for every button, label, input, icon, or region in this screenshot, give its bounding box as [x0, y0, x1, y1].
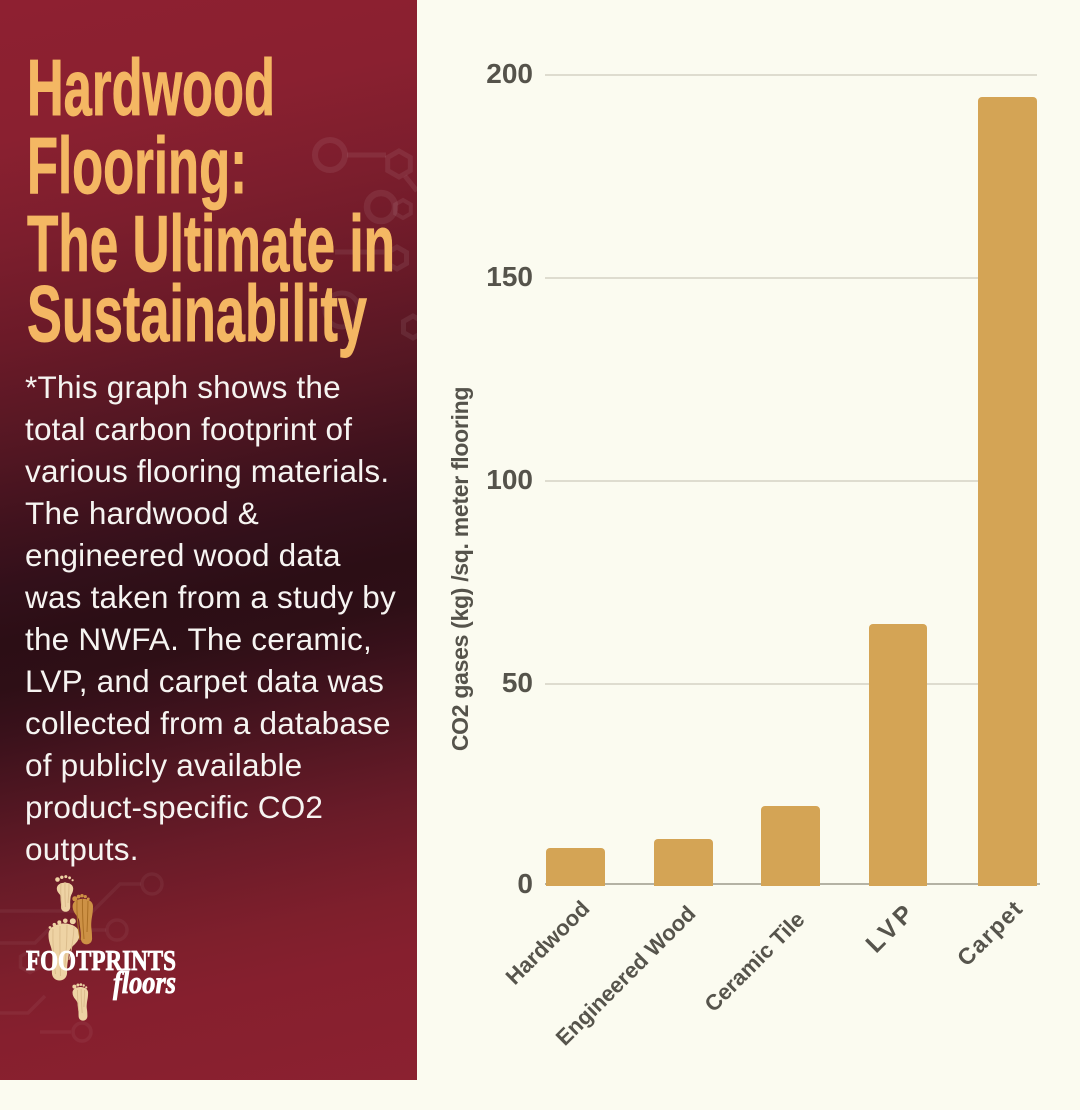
svg-text:Hardwood: Hardwood [27, 43, 275, 132]
svg-text:FOOTPRINTS: FOOTPRINTS [26, 946, 176, 977]
svg-text:floors: floors [113, 964, 176, 1000]
svg-text:The Ultimate in: The Ultimate in [27, 199, 395, 288]
svg-text:Flooring:: Flooring: [27, 121, 247, 210]
svg-text:Sustainability: Sustainability [27, 269, 367, 358]
